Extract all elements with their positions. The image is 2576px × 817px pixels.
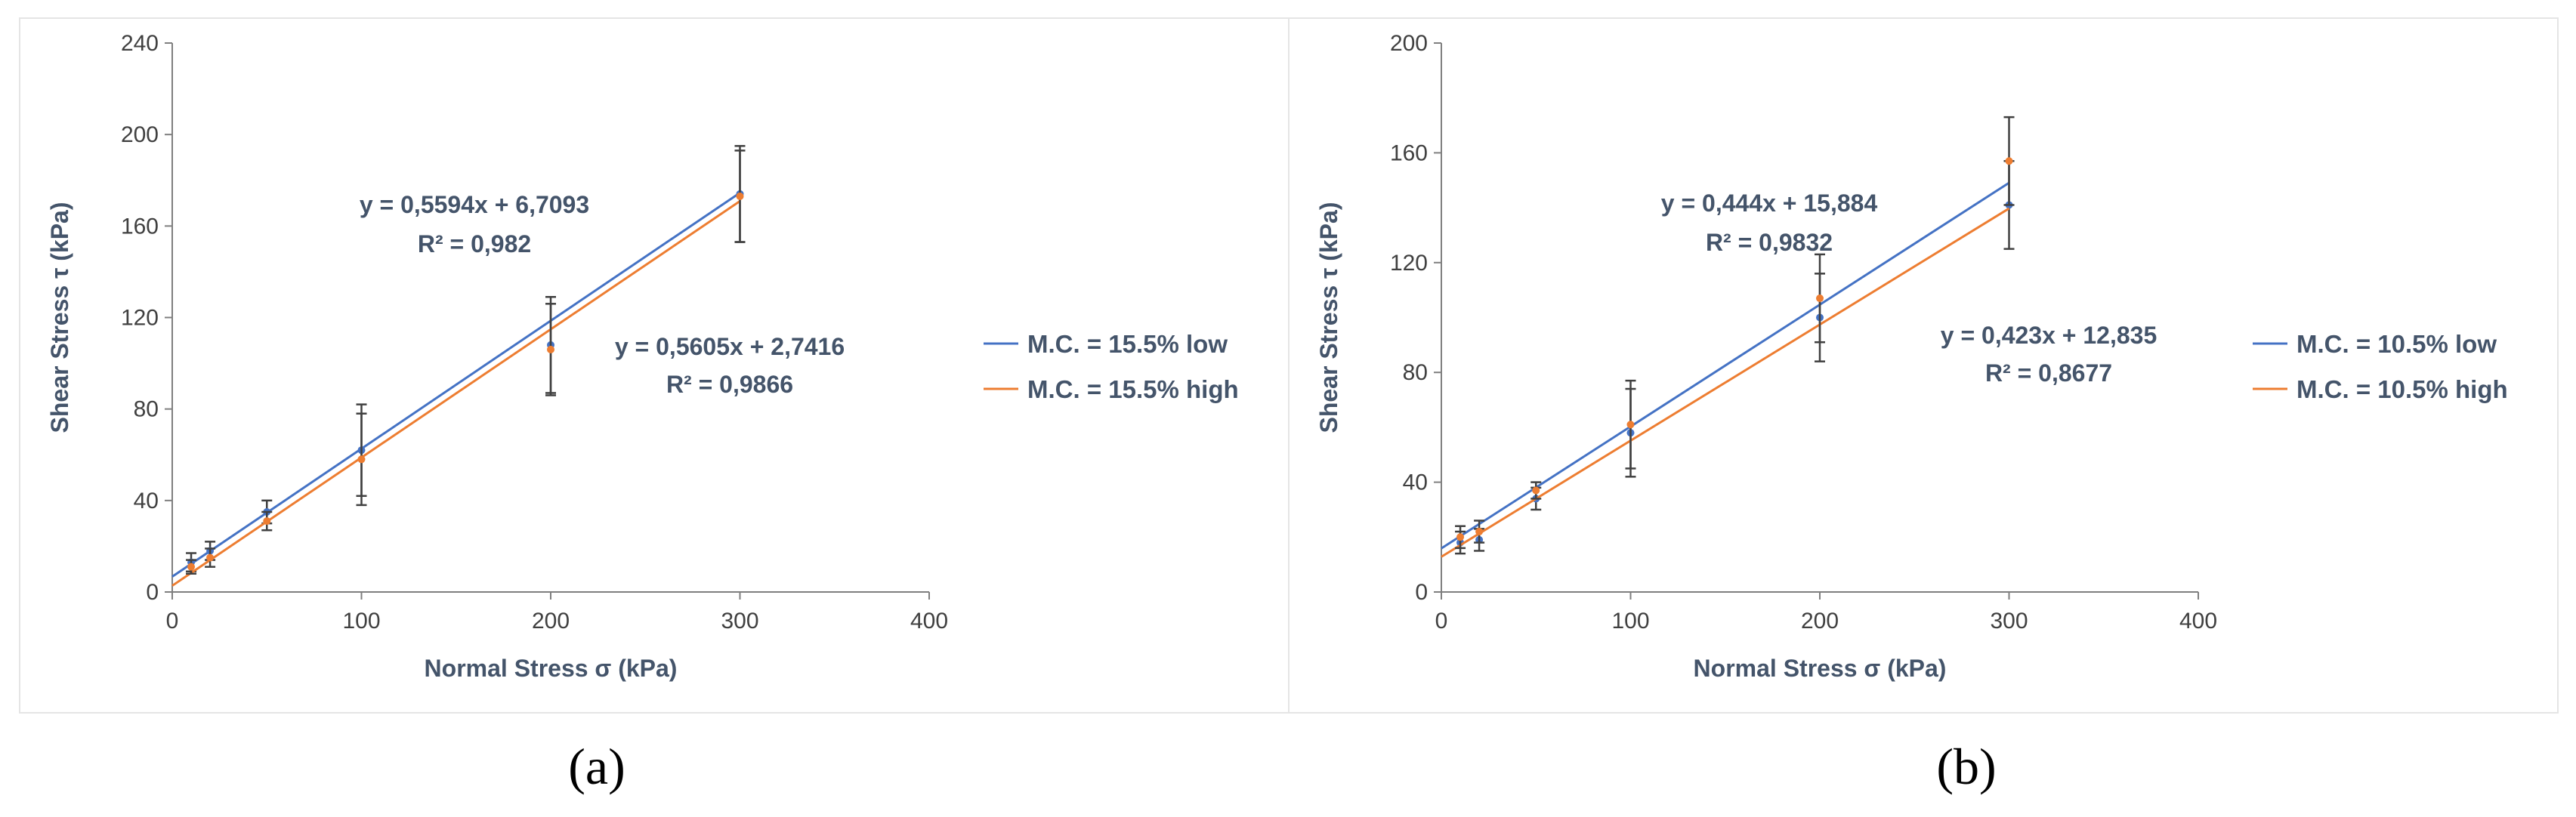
chart-b-series-0-equation: y = 0,444x + 15,884: [1661, 190, 1878, 217]
chart-a: 0 40 80 120 160 200 240 0 100 200 300 400 Normal Str…: [46, 31, 1239, 682]
panel-b-frame: [1288, 17, 2559, 714]
chart-b-series-1-equation: y = 0,423x + 12,835: [1941, 322, 2157, 349]
chart-b-series-1-trendline: [1441, 207, 2010, 558]
chart-a-y-tick-label: 40: [134, 489, 159, 513]
chart-b-series-1-r-squared: R² = 0,8677: [1985, 359, 2112, 387]
chart-b-series-1-point: [1532, 486, 1540, 495]
panel-a-frame: [19, 17, 1290, 714]
chart-b-x-axis-title: Normal Stress σ (kPa): [1694, 655, 1947, 682]
chart-b-x-tick-label: 100: [1611, 609, 1649, 634]
chart-a-series-1-point: [263, 517, 271, 526]
chart-a-x-tick-label: 0: [166, 609, 179, 634]
chart-b-series-1-point: [1816, 294, 1824, 303]
chart-b-y-tick-label: 80: [1403, 360, 1428, 385]
caption-b: (b): [1936, 738, 1996, 795]
chart-a-y-tick-label: 80: [134, 397, 159, 422]
chart-a-series-0-legend-label: M.C. = 15.5% low: [1027, 330, 1228, 358]
chart-b-series-1-point: [1456, 533, 1465, 541]
chart-a-series-1-point: [187, 563, 196, 571]
chart-a-x-tick-label: 300: [721, 609, 758, 634]
chart-a-series-1-r-squared: R² = 0,9866: [666, 371, 793, 398]
chart-b-x-tick-label: 400: [2179, 609, 2217, 634]
chart-b-series-1-point: [1626, 421, 1635, 429]
chart-a-series-1-point: [547, 345, 554, 353]
chart-a-y-tick-label: 0: [146, 580, 159, 605]
chart-b-x-tick-label: 200: [1801, 609, 1839, 634]
chart-a-series-0-r-squared: R² = 0,982: [418, 230, 531, 257]
chart-a-series-1-point: [357, 455, 366, 464]
chart-a-y-tick-label: 240: [121, 31, 159, 56]
chart-b-y-tick-label: 160: [1390, 140, 1428, 165]
caption-a: (a): [568, 738, 625, 795]
chart-b-series-1-point: [2005, 157, 2013, 165]
chart-a-x-tick-label: 100: [342, 609, 380, 634]
chart-a-series-1-point: [206, 553, 215, 562]
chart-b-series-1-legend-label: M.C. = 10.5% high: [2296, 375, 2508, 403]
chart-a-x-tick-label: 400: [910, 609, 948, 634]
chart-a-y-tick-label: 200: [121, 122, 159, 147]
chart-b-series-0-legend-label: M.C. = 10.5% low: [2296, 330, 2497, 358]
chart-a-series-0-equation: y = 0,5594x + 6,7093: [360, 191, 589, 218]
chart-b-y-tick-label: 40: [1403, 470, 1428, 495]
chart-b-y-tick-label: 120: [1390, 251, 1428, 276]
chart-b: 0 40 80 120 160 200 0 100 200 300 400 Normal Stress…: [1315, 31, 2508, 682]
chart-b-x-tick-label: 0: [1435, 609, 1448, 634]
chart-b-y-tick-label: 0: [1415, 580, 1428, 605]
chart-b-series-1-point: [1475, 528, 1484, 536]
chart-a-x-axis-title: Normal Stress σ (kPa): [425, 655, 678, 682]
chart-b-series-0-r-squared: R² = 0,9832: [1706, 229, 1833, 256]
chart-a-y-tick-label: 160: [121, 214, 159, 239]
chart-a-y-tick-label: 120: [121, 306, 159, 331]
chart-b-y-axis-title: Shear Stress τ (kPa): [1315, 202, 1342, 433]
chart-a-series-1-point: [736, 192, 744, 200]
chart-a-series-1-legend-label: M.C. = 15.5% high: [1027, 375, 1239, 403]
chart-a-y-axis-title: Shear Stress τ (kPa): [46, 202, 73, 433]
chart-b-y-tick-label: 200: [1390, 31, 1428, 56]
chart-a-series-1-equation: y = 0,5605x + 2,7416: [615, 333, 845, 360]
chart-a-x-tick-label: 200: [532, 609, 570, 634]
chart-b-x-tick-label: 300: [1990, 609, 2028, 634]
chart-a-series-1-trendline: [171, 200, 741, 587]
